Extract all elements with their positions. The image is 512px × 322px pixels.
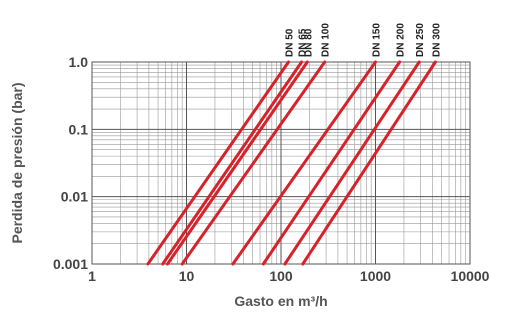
x-tick-label: 1000: [360, 268, 391, 284]
y-tick-label: 0.01: [61, 189, 88, 205]
series-label: DN 200: [396, 23, 407, 57]
x-tick-labels: 1 10 100 1000 10000: [88, 268, 490, 284]
y-tick-label: 1.0: [69, 54, 89, 70]
series-lines: [146, 60, 437, 266]
x-tick-label: 10: [179, 268, 195, 284]
series-label: DN 150: [372, 23, 383, 57]
series-label: DN 300: [431, 23, 442, 57]
x-tick-label: 100: [269, 268, 293, 284]
series-line-dn-200: [261, 60, 402, 266]
series-line-dn-100: [180, 60, 327, 266]
series-label: DN 50: [284, 28, 295, 57]
series-line-dn-150: [231, 60, 377, 266]
series-line-dn-50: [146, 60, 290, 266]
y-axis-label: Perdida de presión (bar): [9, 82, 25, 243]
series-line-dn-80: [166, 60, 309, 266]
series-label: DN 65: [298, 28, 309, 57]
series-label: DN 100: [321, 23, 332, 57]
plot-frame: [91, 61, 471, 265]
series-label: DN 80: [303, 28, 314, 57]
series-label: DN 250: [415, 23, 426, 57]
x-axis-label: Gasto en m³/h: [234, 293, 327, 309]
x-tick-label: 1: [88, 268, 96, 284]
x-tick-label: 10000: [451, 268, 490, 284]
y-tick-label: 0.001: [53, 256, 88, 272]
series-line-dn-65: [161, 60, 304, 266]
series-line-dn-250: [283, 60, 421, 266]
y-tick-label: 0.1: [69, 121, 89, 137]
series-line-dn-300: [301, 60, 437, 266]
y-tick-labels: 0.001 0.01 0.1 1.0: [53, 54, 88, 272]
